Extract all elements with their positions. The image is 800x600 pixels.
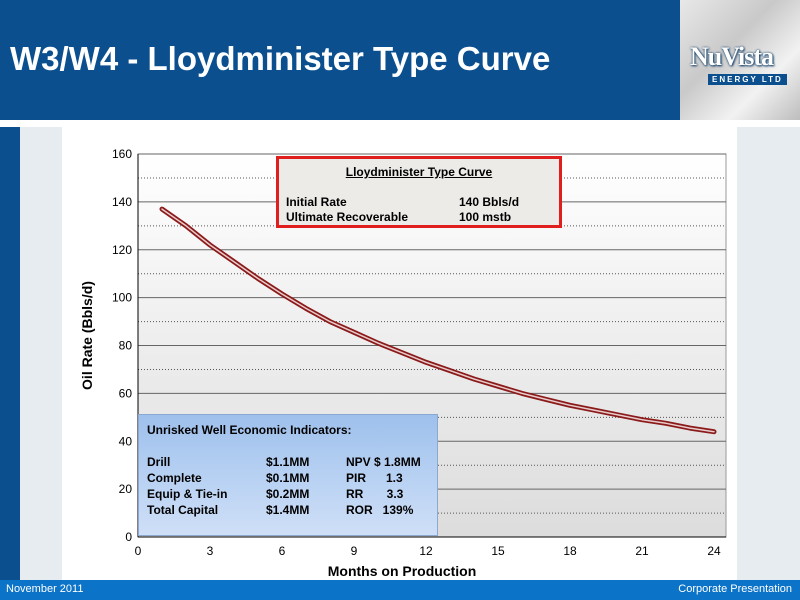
economics-item: Drill: [147, 455, 171, 469]
annotation-value-initial-rate: 140 Bbls/d: [459, 195, 520, 209]
footer-bar: November 2011 Corporate Presentation: [0, 580, 800, 600]
type-curve-annotation-box: Lloydminister Type Curve Initial Rate 14…: [276, 156, 562, 228]
left-gray-panel: [20, 127, 62, 580]
economics-metric: NPV $ 1.8MM: [346, 455, 421, 469]
economics-item: Total Capital: [147, 503, 219, 517]
y-tick-label: 100: [112, 291, 132, 305]
x-tick-label: 12: [419, 544, 433, 558]
x-tick-label: 0: [135, 544, 142, 558]
x-tick-label: 21: [635, 544, 649, 558]
economics-cost: $0.1MM: [266, 471, 310, 485]
economics-item: Equip & Tie-in: [147, 487, 228, 501]
x-axis-title: Months on Production: [328, 563, 477, 579]
y-tick-label: 60: [119, 386, 133, 400]
economics-metric: ROR 139%: [346, 503, 414, 517]
right-gray-panel: [737, 127, 800, 580]
y-tick-label: 160: [112, 147, 132, 161]
economics-cost: $0.2MM: [266, 487, 310, 501]
x-tick-label: 24: [707, 544, 721, 558]
footer-label: Corporate Presentation: [678, 583, 792, 595]
x-tick-label: 18: [563, 544, 577, 558]
economics-metric: PIR 1.3: [346, 471, 403, 485]
annotation-title: Lloydminister Type Curve: [345, 165, 493, 179]
x-tick-label: 3: [207, 544, 214, 558]
x-tick-label: 15: [491, 544, 505, 558]
economics-metric: RR 3.3: [346, 487, 404, 501]
economic-indicators-box: Unrisked Well Economic Indicators: Drill…: [138, 414, 438, 536]
company-logo: NuVista ENERGY LTD: [680, 0, 800, 120]
y-tick-label: 80: [119, 339, 133, 353]
type-curve-line-highlight: [161, 208, 715, 433]
x-tick-label: 9: [351, 544, 358, 558]
economics-cost: $1.4MM: [266, 503, 310, 517]
header-bar: W3/W4 - Lloydminister Type Curve: [0, 0, 680, 120]
y-tick-label: 120: [112, 243, 132, 257]
annotation-label-ultimate-recoverable: Ultimate Recoverable: [286, 210, 409, 224]
footer-date: November 2011: [6, 583, 84, 595]
slide-title: W3/W4 - Lloydminister Type Curve: [10, 40, 551, 77]
logo-subtext: ENERGY LTD: [708, 74, 787, 85]
y-tick-label: 140: [112, 195, 132, 209]
annotation-label-initial-rate: Initial Rate: [286, 195, 347, 209]
economics-item: Complete: [147, 471, 202, 485]
left-accent-strip: [0, 127, 20, 580]
economics-title: Unrisked Well Economic Indicators:: [147, 423, 352, 437]
y-tick-label: 20: [119, 482, 133, 496]
y-axis-title: Oil Rate (Bbls/d): [79, 281, 95, 390]
logo-wordmark: NuVista: [690, 42, 774, 71]
y-tick-label: 0: [125, 530, 132, 544]
x-tick-label: 6: [279, 544, 286, 558]
annotation-value-ultimate-recoverable: 100 mstb: [459, 210, 512, 224]
economics-cost: $1.1MM: [266, 455, 310, 469]
y-tick-label: 40: [119, 434, 133, 448]
